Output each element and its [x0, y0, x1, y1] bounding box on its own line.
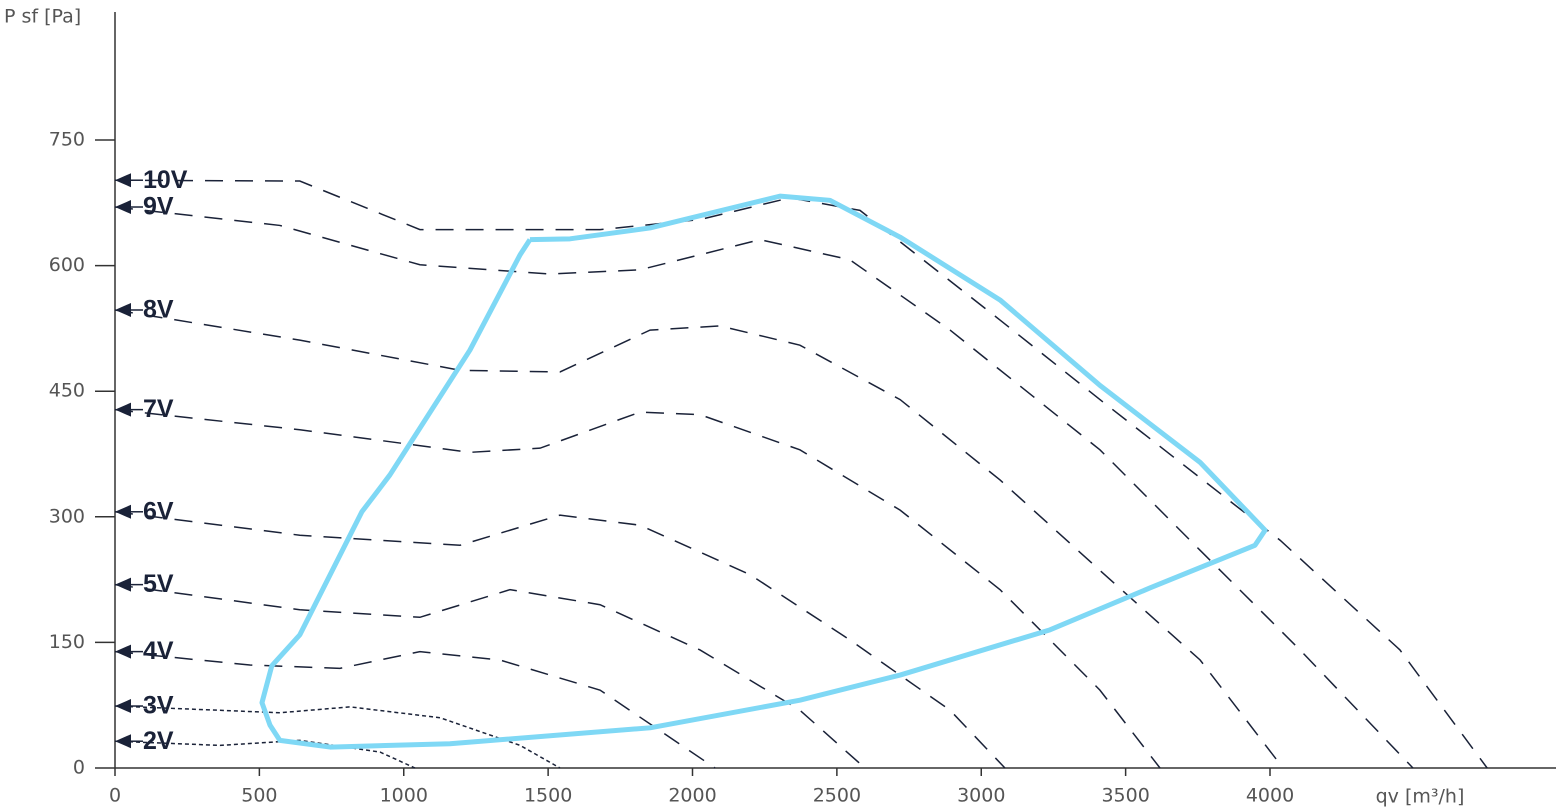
- voltage-arrow: [115, 402, 131, 417]
- x-tick-label: 2000: [668, 785, 716, 807]
- x-tick-label: 3500: [1101, 785, 1149, 807]
- voltage-label: 8V: [143, 296, 174, 324]
- y-tick-label: 300: [49, 505, 85, 527]
- voltage-label: 9V: [143, 193, 174, 221]
- voltage-arrow: [115, 644, 131, 659]
- voltage-arrow: [115, 173, 131, 188]
- voltage-curve: [114, 408, 1161, 769]
- voltage-label: 4V: [143, 637, 174, 665]
- y-tick-label: 750: [49, 129, 85, 151]
- voltage-label: 7V: [143, 395, 174, 423]
- x-tick-label: 1000: [380, 785, 428, 807]
- y-tick-label: 450: [49, 380, 85, 402]
- voltage-curve: [114, 511, 1006, 769]
- voltage-label: 6V: [143, 497, 174, 525]
- voltage-arrow: [115, 200, 131, 215]
- voltage-curve: [114, 206, 1414, 769]
- x-tick-label: 500: [241, 785, 277, 807]
- x-tick-label: 4000: [1246, 785, 1294, 807]
- x-axis-label: qv [m³/h]: [1376, 786, 1465, 808]
- x-tick-label: 1500: [524, 785, 572, 807]
- y-tick-label: 600: [49, 254, 85, 276]
- voltage-arrow: [115, 734, 131, 749]
- voltage-arrow: [115, 504, 131, 519]
- voltage-curve: [114, 179, 1488, 769]
- voltage-label: 3V: [143, 692, 174, 720]
- y-tick-label: 0: [73, 757, 85, 779]
- voltage-curve: [114, 583, 866, 769]
- voltage-curve: [114, 309, 1284, 769]
- voltage-curve: [114, 650, 716, 769]
- voltage-arrow: [115, 577, 131, 592]
- voltage-label: 5V: [143, 570, 174, 598]
- x-tick-label: 2500: [813, 785, 861, 807]
- y-axis-label: P sf [Pa]: [4, 6, 81, 28]
- voltage-arrow: [115, 699, 131, 714]
- voltage-curve: [114, 739, 416, 769]
- x-tick-label: 0: [109, 785, 121, 807]
- voltage-label: 2V: [143, 727, 174, 755]
- x-tick-label: 3000: [957, 785, 1005, 807]
- voltage-label: 10V: [143, 166, 188, 194]
- voltage-arrow: [115, 302, 131, 317]
- operating-envelope: [259, 193, 1268, 750]
- voltage-curve: [114, 705, 561, 769]
- y-tick-label: 150: [49, 631, 85, 653]
